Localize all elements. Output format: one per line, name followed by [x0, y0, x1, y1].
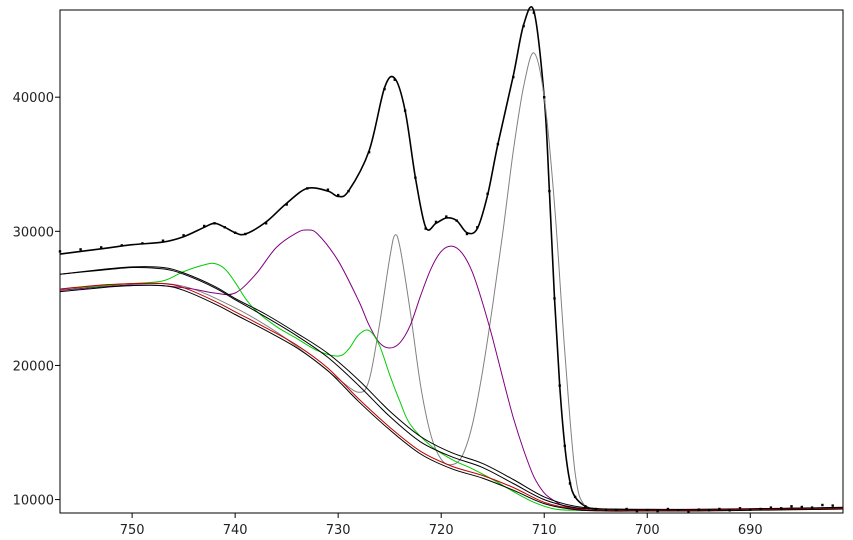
data-point — [213, 222, 216, 225]
data-point — [697, 508, 700, 511]
data-point — [233, 231, 237, 234]
background-line-5 — [59, 266, 844, 511]
data-point — [646, 509, 649, 512]
y-tick-label: 30000 — [13, 225, 54, 240]
component-peak-line-3 — [59, 262, 844, 511]
data-point — [285, 203, 288, 206]
x-tick: 690 — [738, 513, 763, 538]
data-point — [161, 239, 165, 242]
y-tick: 30000 — [13, 225, 60, 240]
y-tick: 40000 — [13, 91, 60, 106]
data-point — [203, 224, 206, 228]
x-tick-label: 750 — [120, 523, 145, 538]
data-point — [780, 507, 783, 510]
data-point — [759, 507, 762, 511]
y-tick-label: 10000 — [13, 494, 54, 509]
component-peak-line-2 — [59, 229, 844, 511]
data-points-layer — [58, 11, 834, 513]
x-tick: 710 — [532, 513, 557, 538]
data-point — [635, 509, 639, 513]
x-tick: 730 — [326, 513, 351, 538]
plot-background — [59, 9, 844, 514]
data-point — [543, 96, 546, 99]
data-point — [223, 226, 226, 229]
data-point — [821, 503, 824, 507]
data-point — [728, 509, 731, 512]
data-point — [264, 222, 268, 225]
data-point — [666, 507, 670, 511]
data-point — [810, 506, 814, 509]
data-point — [687, 510, 690, 513]
data-point — [553, 297, 556, 300]
data-point — [738, 507, 742, 510]
background-line-6 — [59, 282, 844, 511]
data-point — [512, 75, 515, 79]
y-tick: 20000 — [13, 359, 60, 374]
data-point — [326, 188, 330, 191]
data-point — [749, 508, 752, 511]
data-point — [707, 509, 711, 512]
data-point — [367, 151, 371, 154]
x-tick-label: 720 — [429, 523, 454, 538]
data-point — [769, 506, 773, 509]
data-point — [414, 176, 417, 179]
data-point — [424, 227, 427, 230]
data-point — [677, 509, 680, 512]
data-point — [337, 193, 340, 197]
data-point — [568, 482, 572, 485]
x-tick-label: 700 — [635, 523, 660, 538]
data-point — [800, 505, 803, 509]
y-tick-label: 20000 — [13, 359, 54, 374]
x-tick-label: 710 — [532, 523, 557, 538]
data-point — [594, 507, 597, 511]
data-point — [486, 192, 489, 195]
y-tick-label: 40000 — [13, 91, 54, 106]
data-point — [393, 78, 396, 81]
data-point — [615, 509, 618, 512]
data-point — [496, 142, 500, 146]
data-point — [79, 248, 82, 251]
x-tick: 750 — [120, 513, 145, 538]
x-tick: 740 — [223, 513, 248, 538]
data-point — [532, 11, 536, 14]
data-point — [403, 109, 407, 112]
data-point — [573, 495, 577, 499]
data-point — [718, 507, 721, 511]
data-point — [455, 219, 458, 222]
data-point — [347, 189, 350, 193]
data-point — [558, 384, 561, 387]
data-point — [100, 246, 103, 249]
data-point — [120, 244, 123, 247]
data-point — [58, 250, 62, 253]
data-point — [563, 444, 566, 448]
data-point — [182, 234, 185, 237]
data-point — [656, 509, 659, 513]
data-point — [790, 505, 793, 508]
background-line-7 — [59, 284, 844, 512]
data-point — [434, 220, 438, 224]
data-point — [445, 215, 448, 218]
x-tick: 720 — [429, 513, 454, 538]
y-axis: 10000 20000 30000 40000 — [13, 91, 60, 509]
data-point — [306, 187, 309, 190]
data-point — [584, 505, 587, 508]
data-point — [548, 189, 551, 193]
x-tick-label: 740 — [223, 523, 248, 538]
data-point — [604, 508, 608, 511]
data-point — [831, 504, 834, 507]
y-tick: 10000 — [13, 494, 60, 509]
data-point — [141, 242, 144, 245]
data-point — [625, 507, 628, 511]
data-point — [476, 226, 479, 229]
data-point — [383, 87, 386, 91]
x-tick-label: 690 — [738, 523, 763, 538]
data-point — [244, 232, 247, 236]
x-tick-label: 730 — [326, 523, 351, 538]
x-axis: 750 740 730 720 710 700 690 — [120, 513, 763, 538]
data-point — [465, 232, 469, 236]
data-point — [522, 24, 525, 28]
x-tick: 700 — [635, 513, 660, 538]
